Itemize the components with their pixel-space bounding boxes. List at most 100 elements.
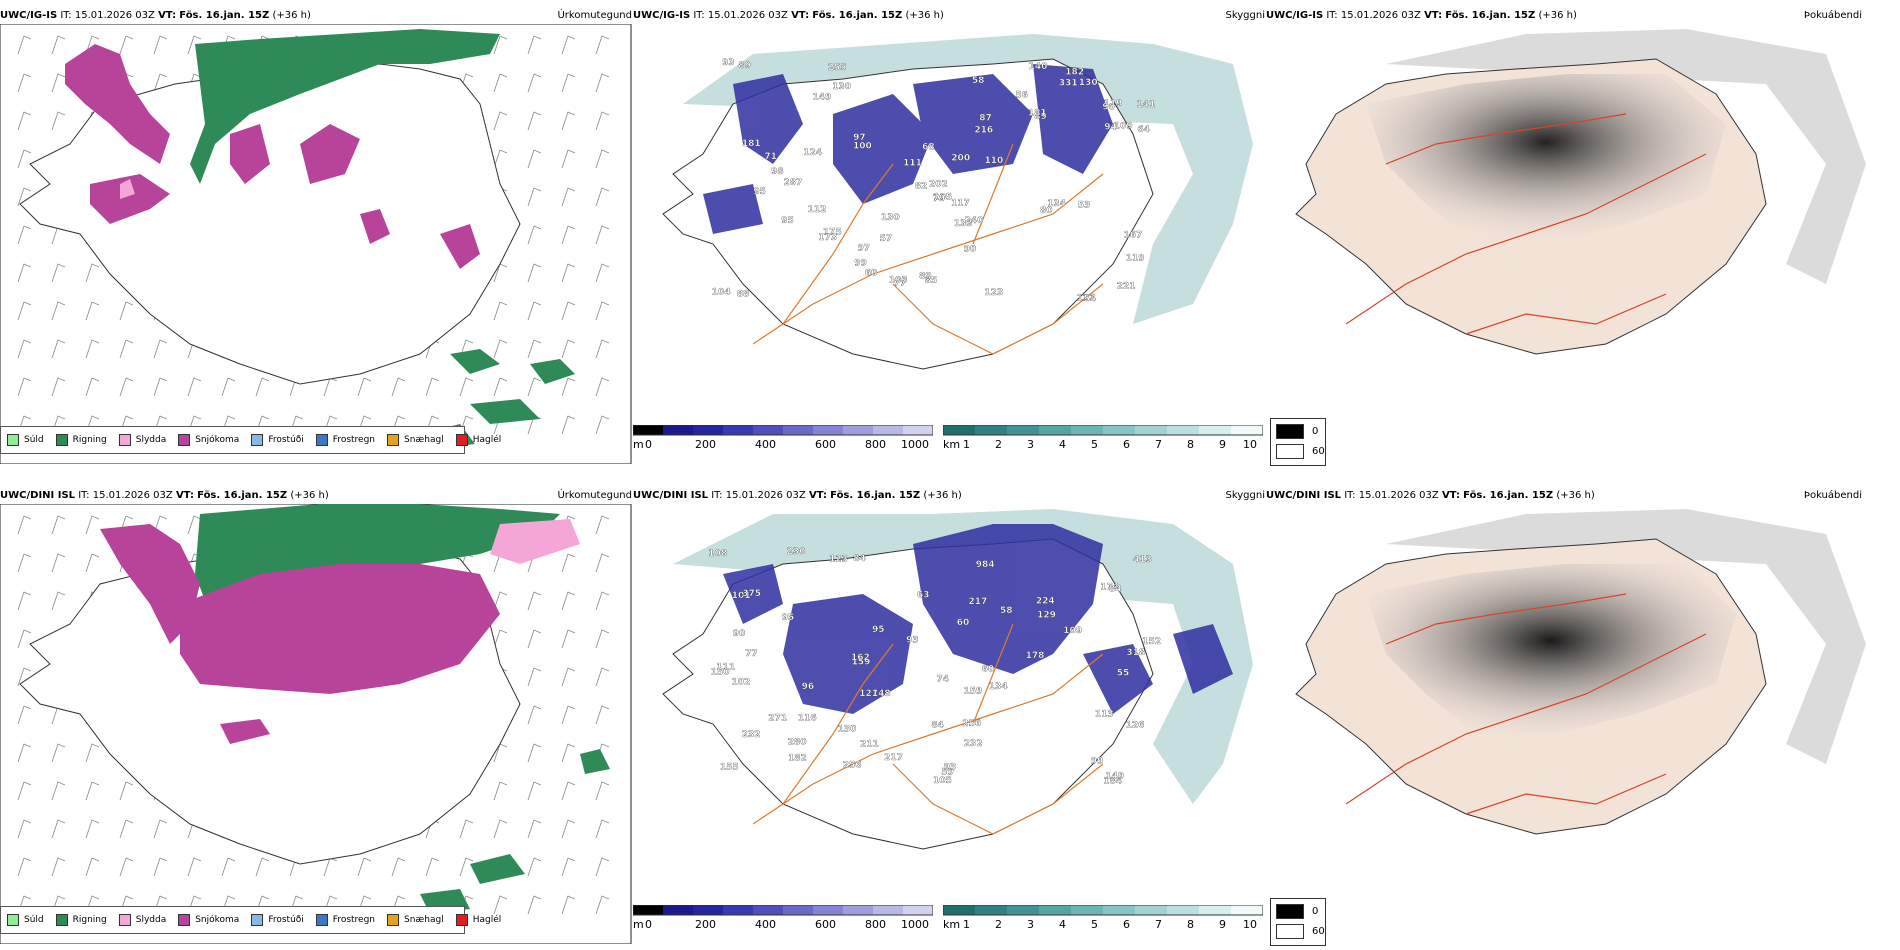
lead-time: (+36 h)	[1556, 490, 1595, 501]
vis-tick: 10	[1243, 438, 1257, 451]
visibility-value-label: 413	[1133, 555, 1152, 565]
vis-tick: 5	[1091, 438, 1098, 451]
fog-legend-row: 60	[1276, 924, 1325, 939]
visibility-value-label: 130	[838, 724, 857, 734]
legend-label: Súld	[24, 435, 44, 445]
lead-time: (+36 h)	[1538, 10, 1577, 21]
visibility-value-label: 140	[1029, 62, 1048, 72]
panel-title: Skyggni	[1225, 10, 1265, 21]
vt-label: VT:	[158, 10, 177, 21]
vis-tick: 9	[1219, 438, 1226, 451]
visibility-value-label: 98	[771, 167, 784, 177]
wind-barb	[527, 149, 542, 169]
wind-barb	[561, 263, 576, 283]
wind-barb	[391, 857, 406, 877]
wind-barb	[595, 263, 610, 283]
wind-barb	[561, 73, 576, 93]
vt-label: VT:	[808, 490, 827, 501]
visibility-value-label: 89	[738, 61, 751, 71]
wind-barb	[187, 857, 202, 877]
vis-tick: 3	[1027, 918, 1034, 931]
wind-barb	[255, 377, 270, 397]
visibility-value-label: 97	[858, 243, 871, 253]
height-bar-svg	[633, 424, 934, 436]
visibility-value-label: 117	[951, 198, 970, 208]
visibility-colorbar: km 1 2 3 4 5 6 7 8 9 10	[942, 424, 1264, 464]
visibility-value-label: 221	[1117, 281, 1136, 291]
fog-legend-row: 60	[1276, 444, 1325, 459]
vt-label: VT:	[791, 10, 810, 21]
height-tick: 200	[695, 438, 716, 451]
visibility-value-label: 202	[929, 179, 948, 189]
legend-item-freezing-rain: Frostregn	[315, 914, 375, 926]
panel-title: Skyggni	[1225, 490, 1265, 501]
visibility-label-layer: 2871402001111751828985105791049058571211…	[712, 58, 1156, 304]
vt-label: VT:	[175, 490, 194, 501]
visibility-label-layer: 256 155 127 99 182 184 134 129 90 58 55 60 59 60 984 31…	[708, 547, 1161, 787]
fog-legend-row: 0	[1276, 904, 1318, 919]
wind-barb	[527, 819, 542, 839]
vis-tick: 9	[1219, 918, 1226, 931]
low-visibility-area	[703, 64, 1113, 234]
wind-barb	[153, 339, 168, 359]
wind-barb	[595, 339, 610, 359]
visibility-value-label: 287	[784, 178, 803, 188]
visibility-value-label: 105	[933, 192, 952, 202]
model-name: UWC/DINI ISL	[0, 490, 76, 501]
wind-barb	[85, 301, 100, 321]
wind-barb	[119, 301, 134, 321]
wind-barb	[527, 743, 542, 763]
visibility-value-label: 240	[965, 216, 984, 226]
visibility-value-label: 159	[852, 658, 871, 668]
wind-barb	[595, 35, 610, 55]
visibility-colorbar: km 1 2 3 4 5 6 7 8 9 10	[942, 904, 1264, 944]
wind-barb	[595, 705, 610, 725]
it-value: 15.01.2026 03Z	[74, 10, 155, 21]
visibility-value-label: 89	[1034, 112, 1047, 122]
wind-barb	[493, 339, 508, 359]
wind-barb	[85, 819, 100, 839]
wind-barb	[527, 263, 542, 283]
wind-barb	[527, 187, 542, 207]
visibility-value-label: 121	[1077, 294, 1096, 304]
panel-title: Úrkomutegund	[557, 490, 632, 501]
sea-fog	[1386, 29, 1866, 284]
visibility-value-label: 93	[944, 762, 957, 772]
visibility-value-label: 101	[732, 591, 751, 601]
wind-barb	[255, 857, 270, 877]
wind-barb	[51, 743, 66, 763]
model-name: UWC/IG-IS	[0, 10, 58, 21]
visibility-value-label: 181	[742, 139, 761, 149]
height-tick: 0	[645, 918, 652, 931]
visibility-value-label: 113	[1095, 709, 1114, 719]
visibility-panel-row1: UWC/IG-IS IT: 15.01.2026 03Z VT: Fös. 16…	[633, 0, 1265, 470]
vis-tick: 2	[995, 438, 1002, 451]
fog-legend: 0 60	[1270, 898, 1326, 946]
precip-legend: Súld Rigning Slydda Snjókoma Frostúði Fr…	[0, 426, 501, 454]
visibility-value-label: 90	[733, 629, 746, 639]
sea-fog	[1386, 509, 1866, 764]
wind-barb	[527, 857, 542, 877]
legend-item-snow: Snjókoma	[178, 434, 239, 446]
visibility-map: 256 155 127 99 182 184 134 129 90 58 55 60 59 60 984 31…	[662, 509, 1253, 850]
vis-tick: 7	[1155, 438, 1162, 451]
height-bar-svg	[633, 904, 934, 916]
vt-value: Fös. 16.jan. 15Z	[179, 10, 270, 21]
visibility-value-label: 216	[974, 125, 993, 135]
visibility-value-label: 93	[722, 58, 735, 68]
wind-barb	[153, 819, 168, 839]
wind-barb	[493, 895, 508, 915]
visibility-value-label: 256	[962, 719, 981, 729]
fog-panel-row2: UWC/DINI ISL IT: 15.01.2026 03Z VT: Fös.…	[1266, 480, 1898, 950]
it-value: 15.01.2026 03Z	[92, 490, 173, 501]
wind-barb	[187, 35, 202, 55]
wind-barb	[561, 187, 576, 207]
wind-barb	[85, 377, 100, 397]
wind-barb	[17, 667, 32, 687]
legend-item-sleet: Slydda	[118, 914, 166, 926]
legend-label: Snæhagl	[404, 435, 444, 445]
wind-barb	[561, 35, 576, 55]
wind-barb	[51, 35, 66, 55]
wind-barb	[595, 415, 610, 435]
panel-header: UWC/DINI ISL IT: 15.01.2026 03Z VT: Fös.…	[1266, 488, 1898, 504]
